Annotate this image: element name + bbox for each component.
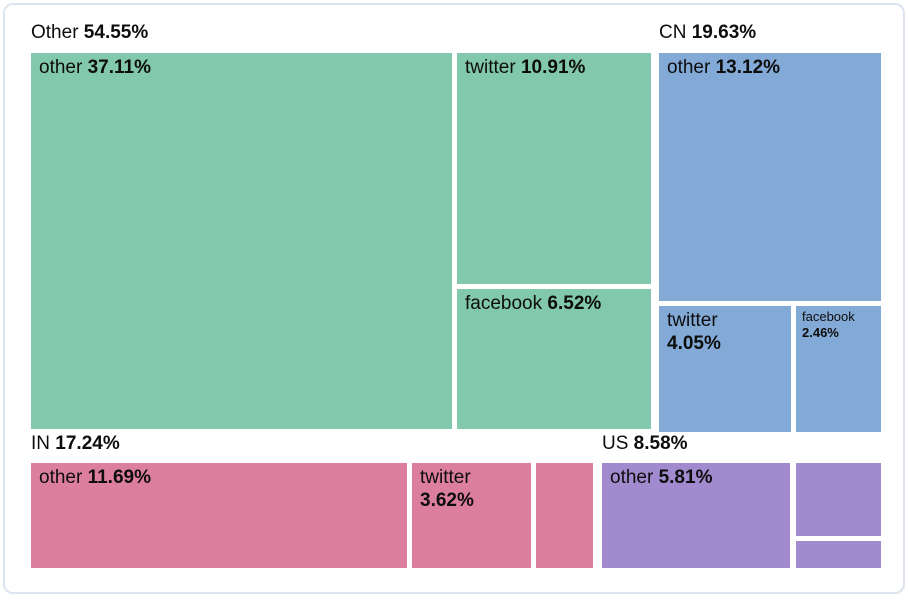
group-name: IN [31, 433, 50, 454]
group-label-in: IN 17.24% [31, 433, 120, 456]
treemap-cell-cn-twitter[interactable]: twitter 4.05% [659, 306, 791, 432]
group-name: US [602, 433, 629, 454]
treemap-cell-in-unlabeled[interactable] [536, 463, 593, 568]
group-value: 17.24% [50, 433, 120, 454]
cell-name: other [39, 57, 83, 78]
treemap-cell-in-twitter[interactable]: twitter 3.62% [412, 463, 531, 568]
group-label-us: US 8.58% [602, 433, 688, 456]
treemap-cell-other-other[interactable]: other 37.11% [31, 53, 452, 429]
treemap-cell-us-other[interactable]: other 5.81% [602, 463, 790, 568]
cell-name: twitter [420, 467, 471, 488]
group-value: 54.55% [78, 22, 149, 43]
treemap-cell-cn-facebook[interactable]: facebook 2.46% [796, 306, 881, 432]
cell-name: other [39, 467, 83, 488]
group-label-other: Other 54.55% [31, 22, 148, 45]
cell-value: 2.46% [802, 325, 839, 341]
cell-name: facebook [465, 293, 543, 314]
cell-value: 6.52% [542, 293, 602, 314]
treemap-cell-other-facebook[interactable]: facebook 6.52% [457, 289, 651, 429]
treemap-cell-other-twitter[interactable]: twitter 10.91% [457, 53, 651, 284]
treemap-cell-in-other[interactable]: other 11.69% [31, 463, 407, 568]
cell-value: 4.05% [667, 332, 721, 354]
cell-name: facebook [802, 309, 855, 324]
cell-value: 13.12% [710, 57, 781, 78]
cell-name: twitter [465, 57, 516, 78]
cell-value: 37.11% [82, 57, 151, 78]
treemap-cell-us-unlabeled[interactable] [796, 463, 881, 536]
group-name: Other [31, 22, 79, 43]
cell-name: other [667, 57, 711, 78]
cell-value: 3.62% [420, 489, 474, 511]
treemap-cell-cn-other[interactable]: other 13.12% [659, 53, 881, 301]
cell-value: 5.81% [653, 467, 713, 488]
group-value: 8.58% [628, 433, 688, 454]
group-value: 19.63% [686, 22, 757, 43]
cell-name: other [610, 467, 654, 488]
treemap-cell-us-unlabeled[interactable] [796, 541, 881, 568]
cell-value: 11.69% [82, 467, 151, 488]
group-label-cn: CN 19.63% [659, 22, 756, 45]
cell-name: twitter [667, 310, 718, 331]
cell-value: 10.91% [515, 57, 586, 78]
group-name: CN [659, 22, 687, 43]
